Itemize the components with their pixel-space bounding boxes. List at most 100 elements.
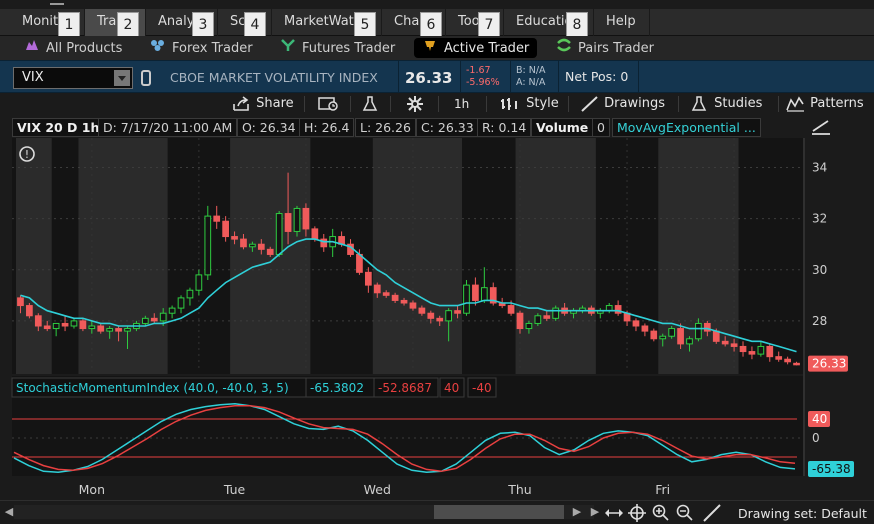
candle-body bbox=[436, 317, 444, 322]
overbought-value: 40 bbox=[444, 381, 459, 395]
subtab-active-trader[interactable]: Active Trader bbox=[414, 38, 538, 58]
crosshair-icon[interactable] bbox=[628, 504, 646, 522]
patterns-menu[interactable]: Patterns bbox=[786, 95, 864, 113]
candle-body bbox=[275, 213, 283, 255]
price-axis-tick: 32 bbox=[812, 212, 827, 226]
divider bbox=[678, 96, 679, 112]
session-band bbox=[16, 138, 52, 374]
candle-body bbox=[34, 315, 42, 327]
tab-education[interactable]: Education bbox=[504, 9, 594, 36]
settings-button[interactable] bbox=[406, 95, 424, 113]
window-control-icon[interactable] bbox=[50, 0, 64, 5]
candle-body bbox=[320, 238, 328, 248]
studies-menu[interactable]: Studies bbox=[690, 95, 762, 113]
subtab-forex-trader[interactable]: Forex Trader bbox=[150, 38, 253, 58]
info-icon-glyph: ! bbox=[25, 148, 29, 161]
style-menu[interactable]: Style bbox=[500, 95, 559, 113]
subtab-all-products[interactable]: All Products bbox=[24, 38, 122, 58]
candle-body bbox=[106, 328, 114, 332]
bar-close: C: 26.33 bbox=[416, 118, 479, 137]
trade-subtabs: All Products Forex Trader Futures Trader… bbox=[0, 36, 874, 60]
chart-label[interactable]: VIX 20 D 1h bbox=[12, 118, 105, 137]
candle-body bbox=[266, 248, 274, 255]
style-icon bbox=[501, 97, 517, 110]
volume-value: 0 bbox=[592, 118, 610, 137]
day-axis-label: Thu bbox=[507, 482, 531, 497]
tab-help[interactable]: Help bbox=[594, 9, 650, 36]
divider bbox=[398, 61, 399, 94]
candle-body bbox=[293, 207, 301, 232]
candle-body bbox=[525, 322, 533, 330]
scroll-thumb[interactable] bbox=[434, 505, 564, 519]
divider bbox=[350, 96, 351, 112]
avgsmi-value: -52.8687 bbox=[378, 381, 432, 395]
zoom-out-icon[interactable] bbox=[676, 504, 694, 522]
flask-button[interactable] bbox=[362, 95, 378, 113]
chart-area[interactable]: 34 32 30 28! 26.33 StochasticMomentumIndex (4… bbox=[0, 138, 874, 500]
scroll-right-icon[interactable]: ▶ bbox=[572, 505, 582, 518]
divider bbox=[778, 96, 779, 112]
study-ema-label[interactable]: MovAvgExponential ... bbox=[612, 118, 761, 137]
price-chart[interactable]: 34 32 30 28! 26.33 StochasticMomentumIndex (4… bbox=[0, 138, 874, 500]
symbol-selector[interactable]: VIX bbox=[13, 67, 133, 89]
symbol-bar: VIX CBOE MARKET VOLATILITY INDEX 26.33 -… bbox=[0, 60, 874, 94]
candle-body bbox=[204, 215, 212, 276]
candle-body bbox=[311, 228, 319, 240]
candle-body bbox=[614, 305, 622, 314]
candle-body bbox=[177, 297, 185, 309]
timeframe-selector[interactable]: 1h bbox=[454, 97, 470, 111]
candle-body bbox=[124, 328, 131, 332]
scroll-end-icon[interactable]: ▶ bbox=[590, 505, 600, 518]
day-axis-label: Fri bbox=[655, 482, 670, 497]
divider bbox=[486, 96, 487, 112]
futures-icon bbox=[280, 38, 296, 59]
drawing-set-label[interactable]: Drawing set: Default bbox=[738, 506, 867, 521]
candle-body bbox=[284, 213, 292, 232]
gear-icon bbox=[407, 95, 423, 112]
candle-body bbox=[159, 312, 167, 322]
study-axis-tick: 0 bbox=[812, 431, 820, 445]
snapshot-button[interactable] bbox=[318, 95, 340, 113]
subtab-futures-trader[interactable]: Futures Trader bbox=[280, 38, 395, 58]
chevron-down-icon[interactable] bbox=[114, 70, 130, 86]
link-icon[interactable] bbox=[141, 70, 151, 86]
pairs-icon bbox=[556, 38, 572, 59]
divider bbox=[568, 96, 569, 112]
candle-body bbox=[168, 307, 176, 314]
candle-body bbox=[257, 243, 265, 250]
session-band bbox=[78, 138, 168, 374]
candle-body bbox=[97, 325, 105, 332]
candle-body bbox=[186, 289, 194, 299]
candle-body bbox=[480, 287, 488, 301]
candle-body bbox=[748, 351, 756, 355]
drawings-menu[interactable]: Drawings bbox=[580, 95, 665, 113]
candle-body bbox=[70, 320, 78, 327]
drawing-line-icon[interactable] bbox=[702, 504, 722, 522]
flask-icon bbox=[362, 95, 378, 111]
price-axis-tick: 28 bbox=[812, 314, 827, 328]
bar-date: D: 7/17/20 11:00 AM bbox=[98, 118, 238, 137]
subtab-pairs-trader[interactable]: Pairs Trader bbox=[556, 38, 654, 58]
smi-line bbox=[13, 403, 796, 473]
study-axis-tick: 40 bbox=[812, 412, 827, 426]
candle-body bbox=[249, 243, 256, 248]
smi-value: -65.3802 bbox=[310, 381, 364, 395]
tab-number-badge: 1 bbox=[58, 12, 80, 37]
expand-chart-button[interactable] bbox=[810, 118, 832, 136]
zoom-in-icon[interactable] bbox=[652, 504, 670, 522]
tab-marketwatch[interactable]: MarketWatch bbox=[272, 9, 382, 36]
bar-range: R: 0.14 bbox=[477, 118, 532, 137]
share-button[interactable]: Share bbox=[232, 95, 294, 113]
bid-value: B: N/A bbox=[516, 65, 546, 76]
candle-body bbox=[472, 284, 479, 301]
chart-scrollbar[interactable]: ◀ ▶ ▶ Drawing set: Default bbox=[0, 500, 874, 524]
price-axis-tick: 30 bbox=[812, 263, 827, 277]
zoom-horizontal-icon[interactable] bbox=[604, 505, 624, 521]
candle-body bbox=[141, 317, 149, 324]
candle-body bbox=[382, 292, 390, 296]
percent-change-value: -5.96% bbox=[466, 77, 500, 88]
candle-body bbox=[739, 345, 747, 353]
scroll-left-icon[interactable]: ◀ bbox=[4, 505, 14, 518]
share-icon bbox=[233, 95, 249, 111]
candle-body bbox=[730, 343, 738, 347]
